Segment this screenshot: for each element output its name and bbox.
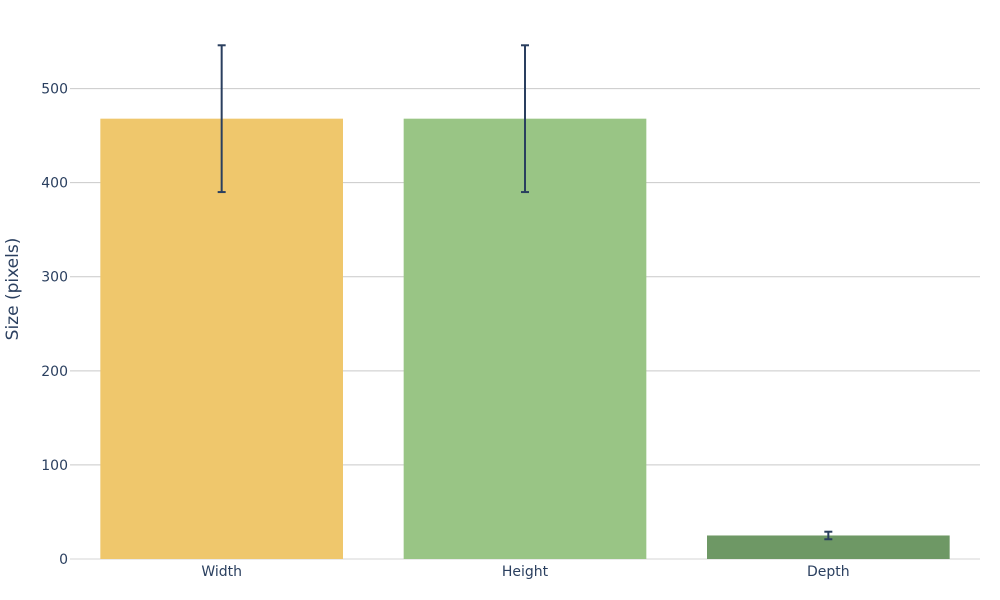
error-bar-depth (824, 530, 833, 541)
x-tick-label: Width (201, 564, 242, 580)
y-tick-labels: 0 100 200 300 400 500 (41, 82, 68, 568)
bar-depth (707, 535, 950, 559)
x-tick-label: Depth (807, 564, 850, 580)
x-tick-labels: Width Height Depth (201, 564, 849, 580)
y-tick-label: 0 (59, 552, 68, 568)
error-bar-height (521, 44, 529, 194)
y-tick-label: 100 (41, 458, 68, 474)
y-tick-label: 200 (41, 364, 68, 380)
y-tick-label: 300 (41, 270, 68, 286)
y-tick-label: 400 (41, 176, 68, 192)
error-bars (217, 44, 833, 541)
x-tick-label: Height (502, 564, 549, 580)
y-tick-label: 500 (41, 82, 68, 98)
y-axis-title: Size (pixels) (3, 238, 23, 341)
error-bar-width (217, 44, 226, 194)
